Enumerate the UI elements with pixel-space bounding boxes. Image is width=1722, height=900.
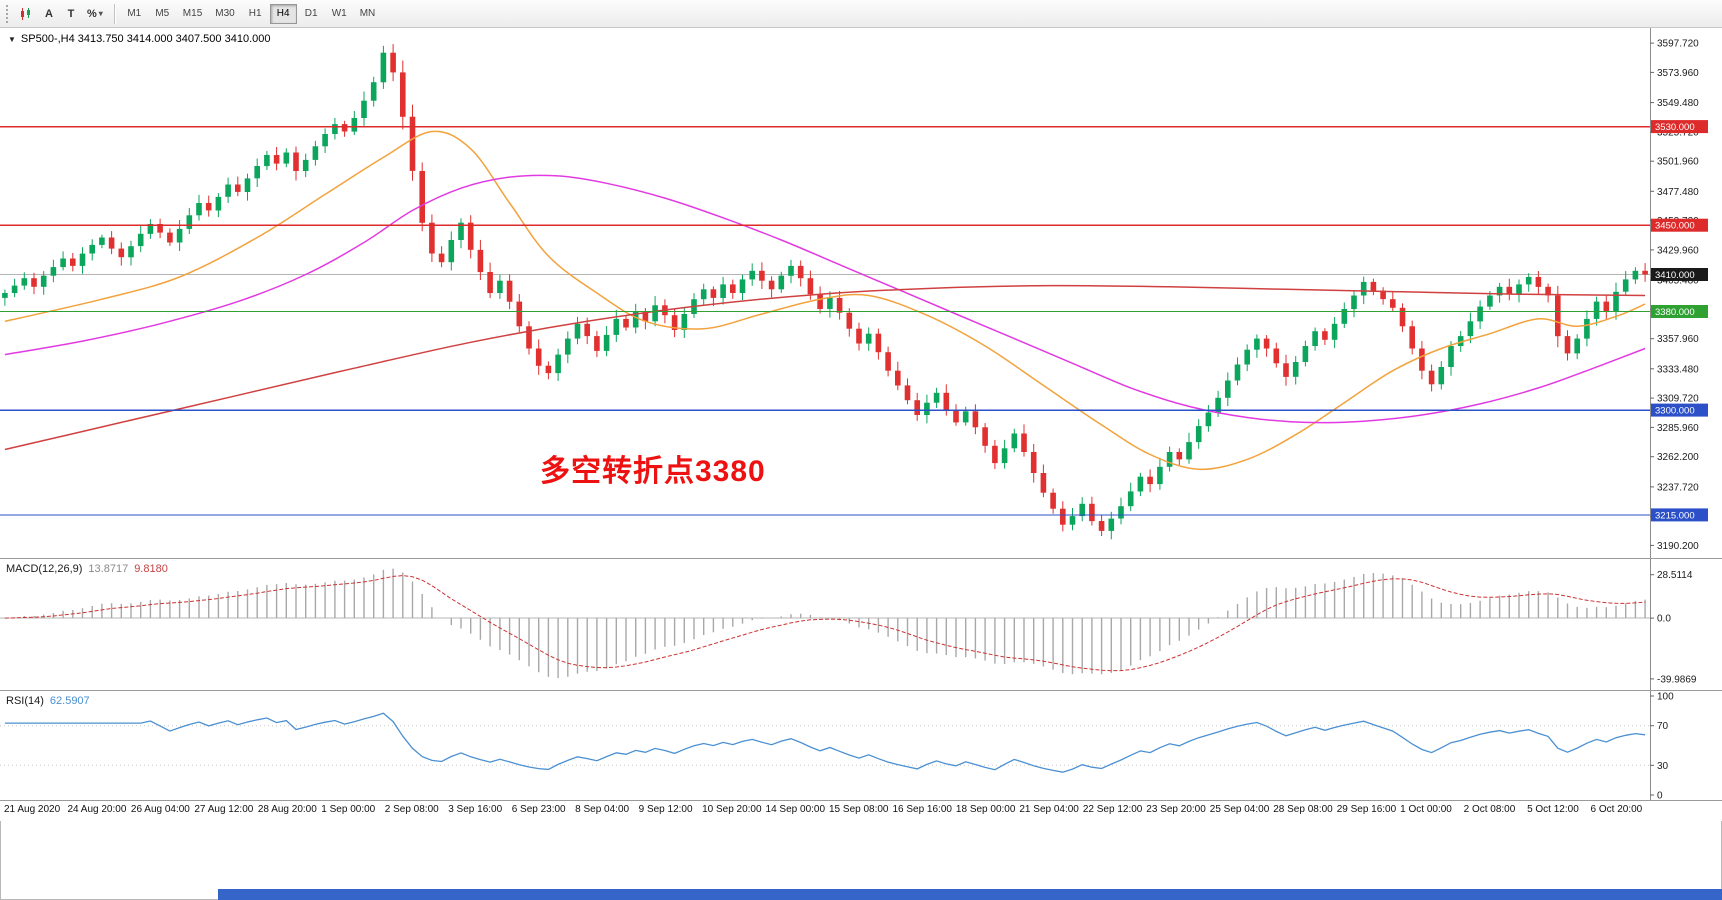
svg-text:3477.480: 3477.480 xyxy=(1657,187,1699,198)
svg-text:3357.960: 3357.960 xyxy=(1657,334,1699,345)
svg-text:3215.000: 3215.000 xyxy=(1655,510,1695,521)
time-label: 21 Sep 04:00 xyxy=(1019,804,1079,815)
time-axis[interactable]: 21 Aug 2020 24 Aug 20:00 26 Aug 04:00 27 Au… xyxy=(0,801,1722,821)
svg-text:70: 70 xyxy=(1657,721,1669,732)
time-label: 14 Sep 00:00 xyxy=(765,804,826,815)
svg-text:3262.200: 3262.200 xyxy=(1657,452,1699,463)
svg-text:3450.000: 3450.000 xyxy=(1655,221,1695,232)
time-label: 25 Sep 04:00 xyxy=(1209,804,1270,815)
time-label: 5 Oct 12:00 xyxy=(1527,804,1579,815)
timeframe-m1-button[interactable]: M1 xyxy=(121,4,148,24)
time-label: 24 Aug 20:00 xyxy=(67,804,127,815)
rsi-name: RSI(14) xyxy=(6,695,44,707)
svg-text:3190.200: 3190.200 xyxy=(1657,541,1699,552)
chart-annotation: 多空转折点3380 xyxy=(540,455,766,488)
svg-text:-39.9869: -39.9869 xyxy=(1657,674,1697,685)
svg-text:3285.960: 3285.960 xyxy=(1657,423,1699,434)
time-label: 26 Aug 04:00 xyxy=(130,804,190,815)
time-label: 22 Sep 12:00 xyxy=(1082,804,1143,815)
svg-text:3501.960: 3501.960 xyxy=(1657,157,1699,168)
svg-text:3573.960: 3573.960 xyxy=(1657,68,1699,79)
time-label: 29 Sep 16:00 xyxy=(1336,804,1397,815)
svg-text:3549.480: 3549.480 xyxy=(1657,98,1699,109)
time-label: 18 Sep 00:00 xyxy=(955,804,1016,815)
time-label: 10 Sep 20:00 xyxy=(702,804,762,815)
svg-text:3333.480: 3333.480 xyxy=(1657,364,1699,375)
timeframe-h1-button[interactable]: H1 xyxy=(242,4,269,24)
macd-name: MACD(12,26,9) xyxy=(6,563,83,575)
svg-text:30: 30 xyxy=(1657,761,1669,772)
macd-main-value: 13.8717 xyxy=(88,563,129,575)
timeframe-toolbar: M1 M5 M15 M30 H1 H4 D1 W1 MN xyxy=(121,3,382,24)
svg-text:3380.000: 3380.000 xyxy=(1655,307,1695,318)
time-label: 6 Sep 23:00 xyxy=(511,804,566,815)
text-tool-button[interactable]: T xyxy=(60,3,82,25)
timeframe-w1-button[interactable]: W1 xyxy=(326,4,353,24)
time-label: 6 Oct 20:00 xyxy=(1590,804,1643,815)
chart-style-icon xyxy=(21,7,30,20)
rsi-panel[interactable]: 100 70 30 0 xyxy=(0,691,1722,801)
chart-style-button[interactable] xyxy=(14,3,38,25)
rsi-canvas[interactable]: 100 70 30 0 xyxy=(0,691,1722,800)
svg-text:3410.000: 3410.000 xyxy=(1655,270,1695,281)
toolbar: A T % ▾ M1 M5 M15 M30 H1 H4 D1 W1 MN xyxy=(0,0,1722,28)
time-label: 2 Sep 08:00 xyxy=(384,804,439,815)
time-label: 23 Sep 20:00 xyxy=(1146,804,1206,815)
time-label: 3 Sep 16:00 xyxy=(448,804,503,815)
percent-icon: % xyxy=(87,7,97,20)
timeframe-m5-button[interactable]: M5 xyxy=(149,4,176,24)
dropdown-arrow-icon: ▾ xyxy=(98,9,103,18)
macd-signal-value: 9.8180 xyxy=(134,563,168,575)
macd-panel[interactable]: 28.5114 0.0 -39.9869 xyxy=(0,559,1722,691)
toolbar-grip[interactable] xyxy=(6,4,10,23)
svg-text:3309.720: 3309.720 xyxy=(1657,394,1699,405)
time-label: 9 Sep 12:00 xyxy=(638,804,693,815)
toolbar-separator xyxy=(113,3,115,24)
time-label: 16 Sep 16:00 xyxy=(892,804,952,815)
collapse-triangle-icon[interactable]: ▼ xyxy=(8,34,16,44)
time-label: 1 Oct 00:00 xyxy=(1400,804,1452,815)
rsi-label: RSI(14) 62.5907 xyxy=(6,695,90,707)
svg-text:3405.480: 3405.480 xyxy=(1657,276,1699,287)
svg-text:3597.720: 3597.720 xyxy=(1657,39,1699,50)
svg-text:100: 100 xyxy=(1657,692,1674,703)
main-chart-panel[interactable]: 3597.7203573.9603549.4803525.7203501.960… xyxy=(0,28,1722,559)
svg-text:3300.000: 3300.000 xyxy=(1655,406,1695,417)
macd-canvas[interactable]: 28.5114 0.0 -39.9869 xyxy=(0,559,1722,690)
timeframe-m30-button[interactable]: M30 xyxy=(209,4,240,24)
text-label-tool-button[interactable]: A xyxy=(38,3,60,25)
rsi-value: 62.5907 xyxy=(49,695,90,707)
time-label: 21 Aug 2020 xyxy=(4,804,61,815)
bottom-taskbar-strip xyxy=(218,889,1722,900)
main-chart-canvas[interactable]: 3597.7203573.9603549.4803525.7203501.960… xyxy=(0,28,1722,558)
time-label: 28 Aug 20:00 xyxy=(257,804,317,815)
macd-label: MACD(12,26,9) 13.8717 9.8180 xyxy=(6,563,168,575)
symbol-ohlc-readout: SP500-,H4 3413.750 3414.000 3407.500 341… xyxy=(20,33,271,45)
time-label: 8 Sep 04:00 xyxy=(575,804,630,815)
time-label: 28 Sep 08:00 xyxy=(1273,804,1333,815)
timeframe-m15-button[interactable]: M15 xyxy=(177,4,208,24)
svg-text:3429.960: 3429.960 xyxy=(1657,245,1699,256)
time-label: 2 Oct 08:00 xyxy=(1463,804,1516,815)
timeframe-mn-button[interactable]: MN xyxy=(354,4,382,24)
time-label: 15 Sep 08:00 xyxy=(829,804,889,815)
chart-title: ▼ SP500-,H4 3413.750 3414.000 3407.500 3… xyxy=(8,33,270,45)
scale-tool-button[interactable]: % ▾ xyxy=(82,3,108,25)
svg-text:28.5114: 28.5114 xyxy=(1657,570,1693,581)
time-label: 27 Aug 12:00 xyxy=(194,804,254,815)
svg-text:3237.720: 3237.720 xyxy=(1657,482,1699,493)
svg-text:0.0: 0.0 xyxy=(1657,614,1671,625)
svg-text:0: 0 xyxy=(1657,791,1663,801)
timeframe-h4-button[interactable]: H4 xyxy=(269,3,297,24)
timeframe-d1-button[interactable]: D1 xyxy=(298,4,325,24)
svg-text:3530.000: 3530.000 xyxy=(1655,122,1695,133)
time-label: 1 Sep 00:00 xyxy=(321,804,376,815)
